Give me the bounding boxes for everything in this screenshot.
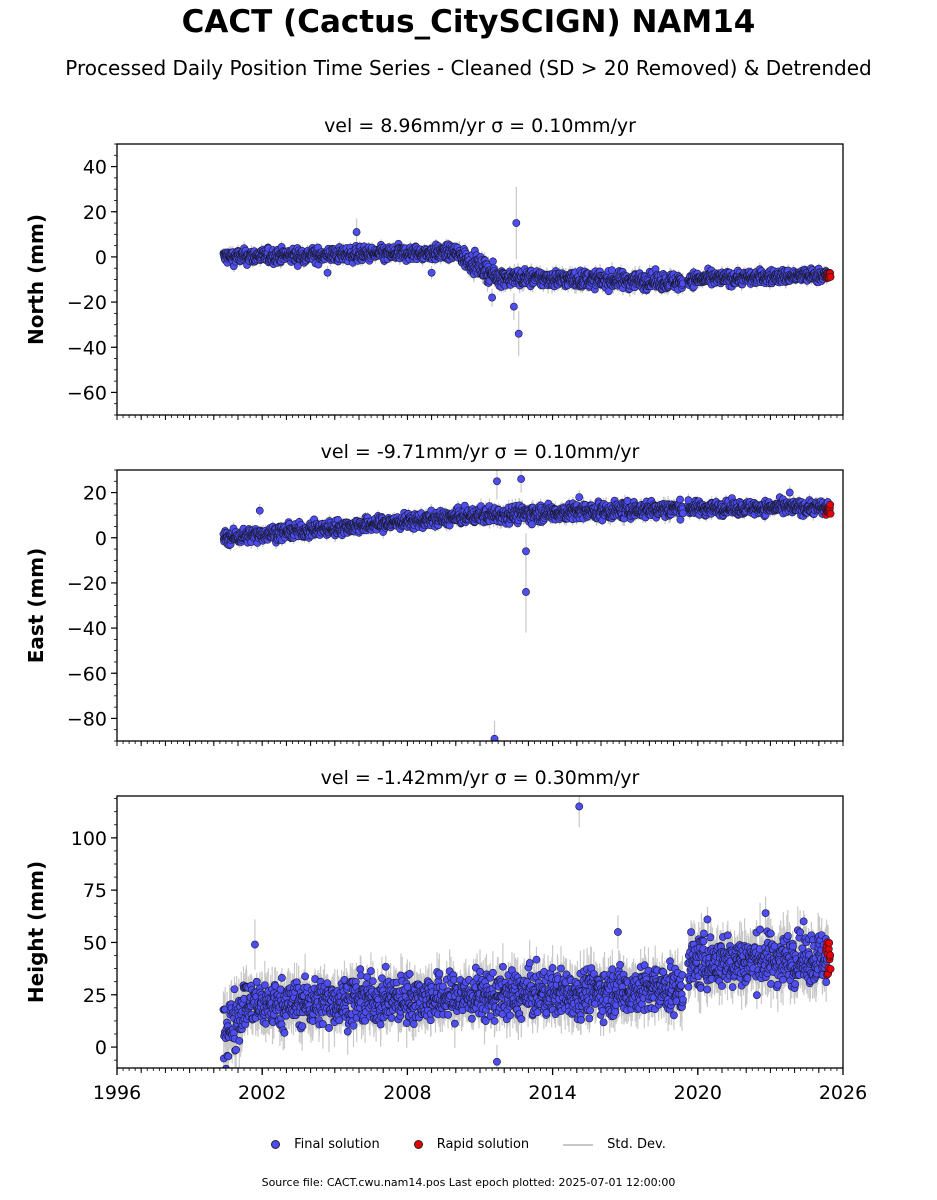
y-tick-label: −20 — [67, 292, 107, 314]
outlier-point — [512, 219, 521, 227]
panel-title: vel = -9.71mm/yr σ = 0.10mm/yr — [321, 441, 640, 463]
y-axis-label: North (mm) — [24, 214, 48, 345]
outlier-point — [427, 268, 436, 277]
final-solution-points — [219, 219, 833, 338]
outlier-point — [488, 293, 496, 302]
y-tick-label: 40 — [83, 157, 107, 179]
data-point — [608, 266, 616, 275]
outlier-point — [352, 228, 361, 236]
figure-subtitle: Processed Daily Position Time Series - C… — [65, 56, 872, 80]
y-tick-label: 0 — [95, 247, 107, 269]
outlier-point — [323, 268, 332, 277]
data-point — [489, 257, 497, 266]
y-tick-label: 20 — [83, 202, 107, 224]
figure-title: CACT (Cactus_CitySCIGN) NAM14 — [181, 4, 756, 40]
rapid-point — [826, 273, 835, 281]
rapid-solution-points — [822, 268, 835, 283]
y-axis-label: East (mm) — [24, 548, 48, 664]
data-point — [293, 262, 302, 270]
outlier-point — [509, 302, 518, 311]
y-tick-label: −40 — [67, 337, 107, 359]
y-tick-label: −60 — [67, 382, 107, 404]
panel-title: vel = 8.96mm/yr σ = 0.10mm/yr — [324, 115, 636, 137]
outlier-point — [514, 329, 523, 338]
